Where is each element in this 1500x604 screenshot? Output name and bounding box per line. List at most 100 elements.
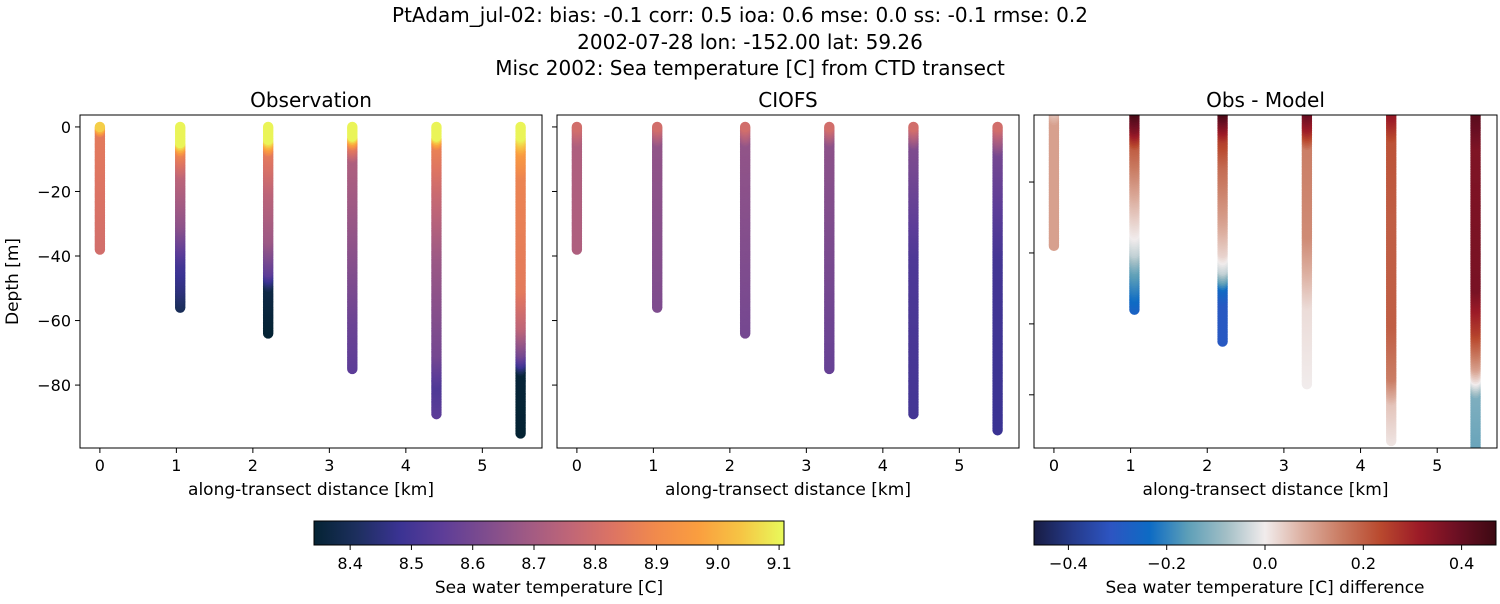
sample-point bbox=[1470, 450, 1480, 460]
y-tick-label: −80 bbox=[37, 376, 71, 395]
panel-observation: 0 1 2 3 4 5 0 −20 −40 −60 −80 Observation along-tran… bbox=[3, 88, 543, 500]
station-profile-5 bbox=[515, 121, 526, 439]
station-profile-0 bbox=[1048, 115, 1060, 252]
panel-title: CIOFS bbox=[758, 88, 817, 112]
colorbar-tick-label: 9.1 bbox=[766, 554, 791, 573]
axes-frame bbox=[79, 114, 543, 449]
data-points bbox=[94, 121, 526, 439]
colorbar-tick-label: 8.8 bbox=[583, 554, 608, 573]
y-axis-label: Depth [m] bbox=[3, 238, 23, 325]
panel-title: Obs - Model bbox=[1206, 88, 1325, 112]
colorbar-label: Sea water temperature [C] difference bbox=[1105, 578, 1424, 598]
sample-point bbox=[431, 121, 442, 133]
colorbar-1: −0.4 −0.2 0.0 0.2 0.4 Sea water temperature [… bbox=[1033, 520, 1497, 598]
sample-point bbox=[347, 121, 358, 133]
sample-point bbox=[1470, 115, 1481, 119]
sample-point bbox=[515, 121, 526, 133]
sample-point bbox=[652, 121, 663, 133]
station-profile-1 bbox=[652, 121, 663, 313]
panel-obs-model: 0 1 2 3 4 5 Obs - Model along-transect distance… bbox=[1029, 88, 1498, 500]
colorbar-tick-label: 8.5 bbox=[399, 554, 424, 573]
colorbar-tick-label: 8.7 bbox=[521, 554, 546, 573]
colorbar-tick-label: −0.2 bbox=[1147, 554, 1186, 573]
colorbar-tick-label: 0.0 bbox=[1252, 554, 1277, 573]
x-tick-label: 4 bbox=[401, 456, 411, 475]
colorbar-tick-label: 9.0 bbox=[705, 554, 730, 573]
sample-point bbox=[571, 121, 583, 133]
station-profile-3 bbox=[824, 121, 835, 375]
sample-point bbox=[1217, 115, 1228, 119]
colorbar-scale bbox=[1033, 520, 1497, 546]
data-points bbox=[571, 121, 1003, 436]
station-profile-5 bbox=[992, 121, 1003, 436]
figure-title-line-1: PtAdam_jul-02: bias: -0.1 corr: 0.5 ioa:… bbox=[392, 3, 1088, 27]
x-tick-label: 5 bbox=[1432, 456, 1442, 475]
station-profile-3 bbox=[1301, 115, 1313, 390]
station-profile-4 bbox=[908, 121, 919, 420]
sample-point bbox=[1302, 115, 1312, 119]
sample-point bbox=[1386, 115, 1396, 119]
x-tick-label: 3 bbox=[324, 456, 334, 475]
colorbar-label: Sea water temperature [C] bbox=[435, 578, 663, 598]
colorbar-tick-label: 8.4 bbox=[337, 554, 362, 573]
data-points bbox=[1048, 115, 1481, 463]
x-tick-label: 2 bbox=[725, 456, 735, 475]
x-tick-label: 1 bbox=[1125, 456, 1135, 475]
y-tick-label: −40 bbox=[37, 247, 71, 266]
x-tick-label: 2 bbox=[1202, 456, 1212, 475]
axes-frame bbox=[556, 114, 1020, 449]
colorbar-tick-label: 8.6 bbox=[460, 554, 485, 573]
colorbar-tick-label: −0.4 bbox=[1049, 554, 1088, 573]
colorbar-tick-label: 8.9 bbox=[644, 554, 669, 573]
x-tick-label: 2 bbox=[248, 456, 258, 475]
sample-point bbox=[94, 121, 106, 133]
x-tick-label: 1 bbox=[648, 456, 658, 475]
colorbar-tick-label: 0.4 bbox=[1449, 554, 1474, 573]
station-profile-2 bbox=[739, 121, 751, 339]
y-tick-label: −20 bbox=[37, 182, 71, 201]
x-axis-label: along-transect distance [km] bbox=[665, 480, 911, 500]
sample-point bbox=[739, 121, 751, 133]
y-tick-label: −60 bbox=[37, 312, 71, 331]
station-profile-3 bbox=[347, 121, 358, 375]
station-profile-5 bbox=[1470, 115, 1481, 463]
axes-frame bbox=[1033, 114, 1498, 449]
panel-ciofs: 0 1 2 3 4 5 CIOFS along-transect distance [km] bbox=[552, 88, 1020, 500]
station-profile-2 bbox=[1217, 115, 1228, 347]
station-profile-2 bbox=[262, 121, 274, 339]
x-tick-label: 0 bbox=[572, 456, 582, 475]
station-profile-1 bbox=[1129, 115, 1140, 315]
sample-point bbox=[1129, 115, 1140, 119]
figure-title-line-2: 2002-07-28 lon: -152.00 lat: 59.26 bbox=[577, 30, 923, 54]
sample-point bbox=[1470, 448, 1480, 458]
x-tick-label: 3 bbox=[1279, 456, 1289, 475]
x-tick-label: 4 bbox=[1355, 456, 1365, 475]
y-tick-label: 0 bbox=[61, 118, 71, 137]
x-tick-label: 3 bbox=[801, 456, 811, 475]
sample-point bbox=[175, 121, 186, 133]
x-tick-label: 5 bbox=[954, 456, 964, 475]
x-tick-label: 4 bbox=[878, 456, 888, 475]
x-tick-label: 1 bbox=[171, 456, 181, 475]
colorbar-scale bbox=[313, 520, 785, 546]
figure-title-line-3: Misc 2002: Sea temperature [C] from CTD … bbox=[495, 56, 1005, 80]
sample-point bbox=[908, 121, 919, 133]
sample-point bbox=[262, 121, 274, 133]
station-profile-4 bbox=[431, 121, 442, 420]
sample-point bbox=[1470, 452, 1480, 462]
x-tick-label: 5 bbox=[477, 456, 487, 475]
x-axis-label: along-transect distance [km] bbox=[1143, 480, 1389, 500]
x-tick-label: 0 bbox=[95, 456, 105, 475]
sample-point bbox=[1049, 115, 1059, 119]
station-profile-4 bbox=[1386, 115, 1397, 447]
colorbar-tick-label: 0.2 bbox=[1351, 554, 1376, 573]
station-profile-0 bbox=[94, 121, 106, 255]
panel-title: Observation bbox=[250, 88, 372, 112]
colorbar-0: 8.4 8.5 8.6 8.7 8.8 8.9 9.0 9.1 Sea water temper… bbox=[313, 520, 792, 598]
x-tick-label: 0 bbox=[1049, 456, 1059, 475]
x-axis-label: along-transect distance [km] bbox=[188, 480, 434, 500]
sample-point bbox=[992, 121, 1003, 133]
sample-point bbox=[1470, 453, 1480, 463]
